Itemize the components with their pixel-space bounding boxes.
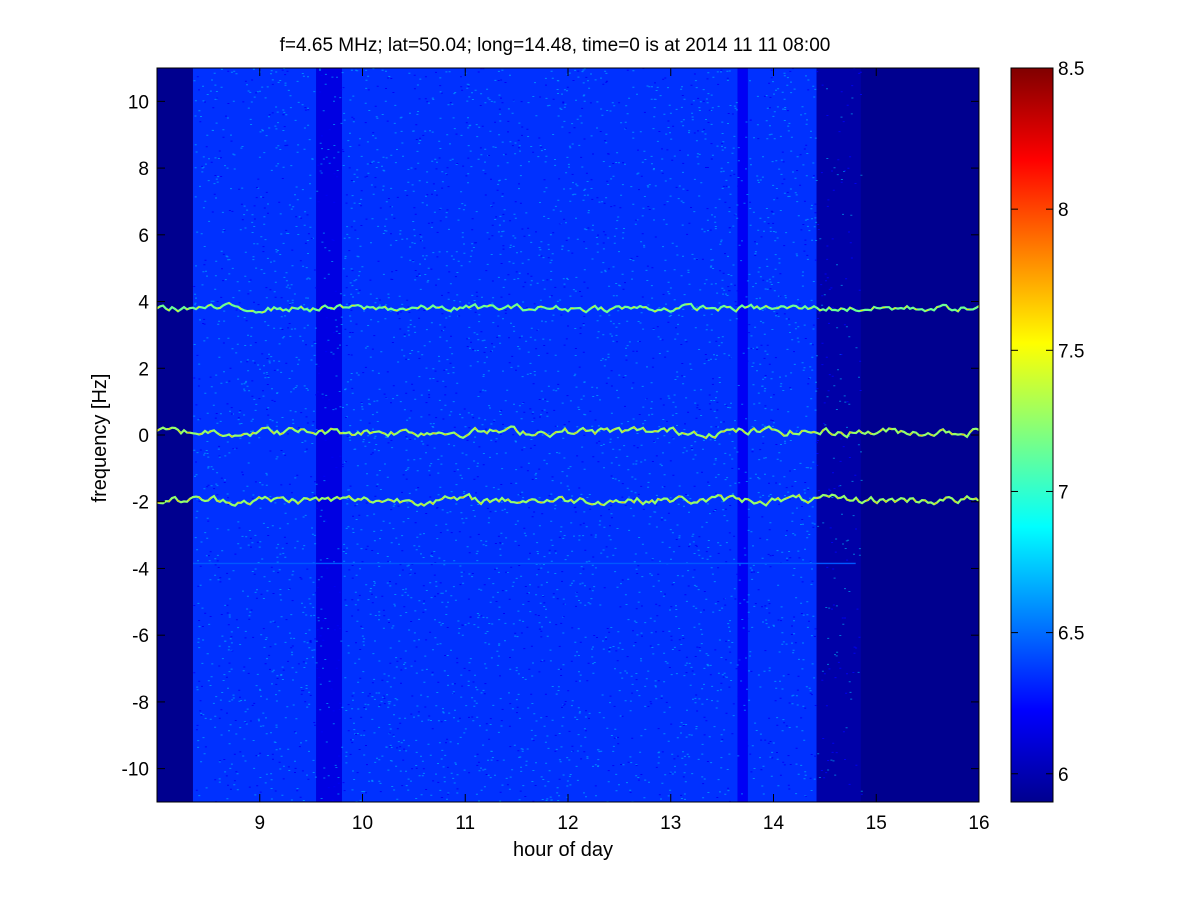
- y-tick-label: -4: [132, 559, 149, 580]
- colorbar-gradient: [1010, 67, 1054, 803]
- noise-band: [192, 68, 317, 802]
- noise-band: [316, 68, 342, 802]
- noise-band: [737, 68, 748, 802]
- x-tick-label: 12: [557, 813, 578, 834]
- x-tick-label: 9: [254, 813, 265, 834]
- x-axis-ticks: 9 10 11 12 13 14 15 16: [254, 68, 990, 834]
- y-tick-label: -10: [122, 760, 149, 781]
- y-axis-label: frequency [Hz]: [89, 374, 111, 503]
- colorbar-tick-label: 8: [1058, 200, 1069, 221]
- y-tick-label: -2: [132, 493, 149, 514]
- colorbar-tick-label: 6: [1058, 765, 1069, 786]
- x-tick-label: 13: [660, 813, 681, 834]
- x-tick-label: 11: [455, 813, 475, 834]
- colorbar-tick-label: 8.5: [1058, 59, 1084, 80]
- doppler-trace: [156, 301, 980, 314]
- y-tick-label: 10: [128, 92, 149, 113]
- plot-area: [156, 67, 980, 803]
- noise-band: [341, 68, 738, 802]
- x-tick-label: 15: [866, 813, 887, 834]
- doppler-trace: [156, 492, 980, 507]
- chart-title: f=4.65 MHz; lat=50.04; long=14.48, time=…: [280, 35, 831, 56]
- x-tick-label: 10: [352, 813, 373, 834]
- x-tick-label: 16: [968, 813, 989, 834]
- noise-speckle: [193, 67, 863, 803]
- y-tick-label: -8: [132, 693, 149, 714]
- doppler-traces: [156, 301, 980, 565]
- speckle-light: [193, 68, 863, 803]
- colorbar-tick-label: 6.5: [1058, 624, 1084, 645]
- colorbar-ticks: 6 6.5 7 7.5 8 8.5: [1011, 59, 1084, 786]
- colorbar-tick-label: 7.5: [1058, 341, 1084, 362]
- colorbar: 6 6.5 7 7.5 8 8.5: [1010, 59, 1084, 803]
- y-axis-ticks: -10 -8 -6 -4 -2 0 2 4 6 8 10: [122, 92, 979, 781]
- colorbar-tick-label: 7: [1058, 482, 1069, 503]
- speckle-dark: [193, 67, 863, 803]
- y-tick-label: 0: [138, 426, 149, 447]
- x-tick-label: 14: [763, 813, 785, 834]
- x-axis-label: hour of day: [513, 839, 613, 861]
- y-tick-label: 2: [138, 359, 149, 380]
- y-tick-label: 4: [138, 293, 149, 314]
- y-tick-label: 6: [138, 226, 149, 247]
- doppler-trace-peak: [156, 426, 980, 439]
- noise-band: [816, 68, 861, 802]
- y-tick-label: 8: [138, 159, 149, 180]
- y-tick-label: -6: [132, 626, 149, 647]
